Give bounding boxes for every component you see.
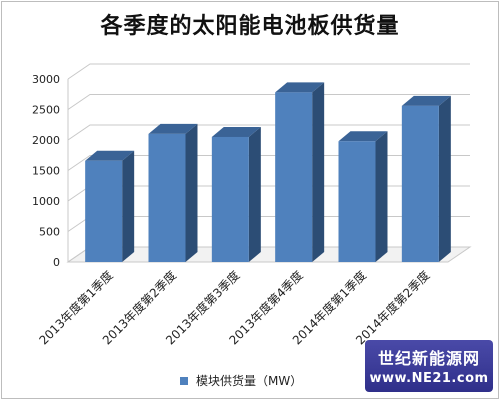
bar: [275, 92, 313, 262]
site-watermark-logo: 世纪新能源网 www.NE21.com: [365, 340, 493, 392]
legend: 模块供货量（MW）: [180, 372, 302, 389]
chart-title: 各季度的太阳能电池板供货量: [100, 14, 400, 39]
bar-top: [85, 150, 135, 161]
bar-top: [211, 126, 261, 137]
y-tick-label: 1500: [32, 165, 60, 178]
y-tick-label: 2000: [32, 134, 60, 147]
bar-side: [375, 131, 388, 262]
bar-side: [122, 150, 135, 262]
bar: [338, 141, 376, 262]
legend-swatch: [180, 376, 188, 385]
bar-side: [312, 82, 325, 262]
y-tick-label: 0: [53, 256, 60, 269]
gridline: [67, 63, 470, 80]
bar-side: [185, 123, 198, 263]
y-tick-label: 3000: [32, 73, 60, 86]
y-tick-label: 1000: [32, 195, 60, 208]
bar: [401, 105, 439, 262]
watermark-url: www.NE21.com: [369, 371, 489, 386]
y-tick-label: 500: [39, 226, 60, 239]
bar: [211, 136, 249, 262]
watermark-site-name: 世纪新能源网: [377, 349, 480, 368]
gridline: [67, 94, 470, 110]
bar: [148, 133, 186, 262]
bar-top: [148, 123, 198, 134]
bar-side: [248, 126, 261, 262]
y-tick-label: 2500: [32, 104, 60, 117]
bar: [85, 160, 123, 262]
bar-side: [438, 95, 451, 262]
bar-top: [338, 131, 388, 142]
legend-label: 模块供货量（MW）: [196, 374, 303, 388]
bar-top: [401, 95, 451, 106]
gridline: [67, 124, 470, 141]
bar-top: [275, 82, 325, 93]
